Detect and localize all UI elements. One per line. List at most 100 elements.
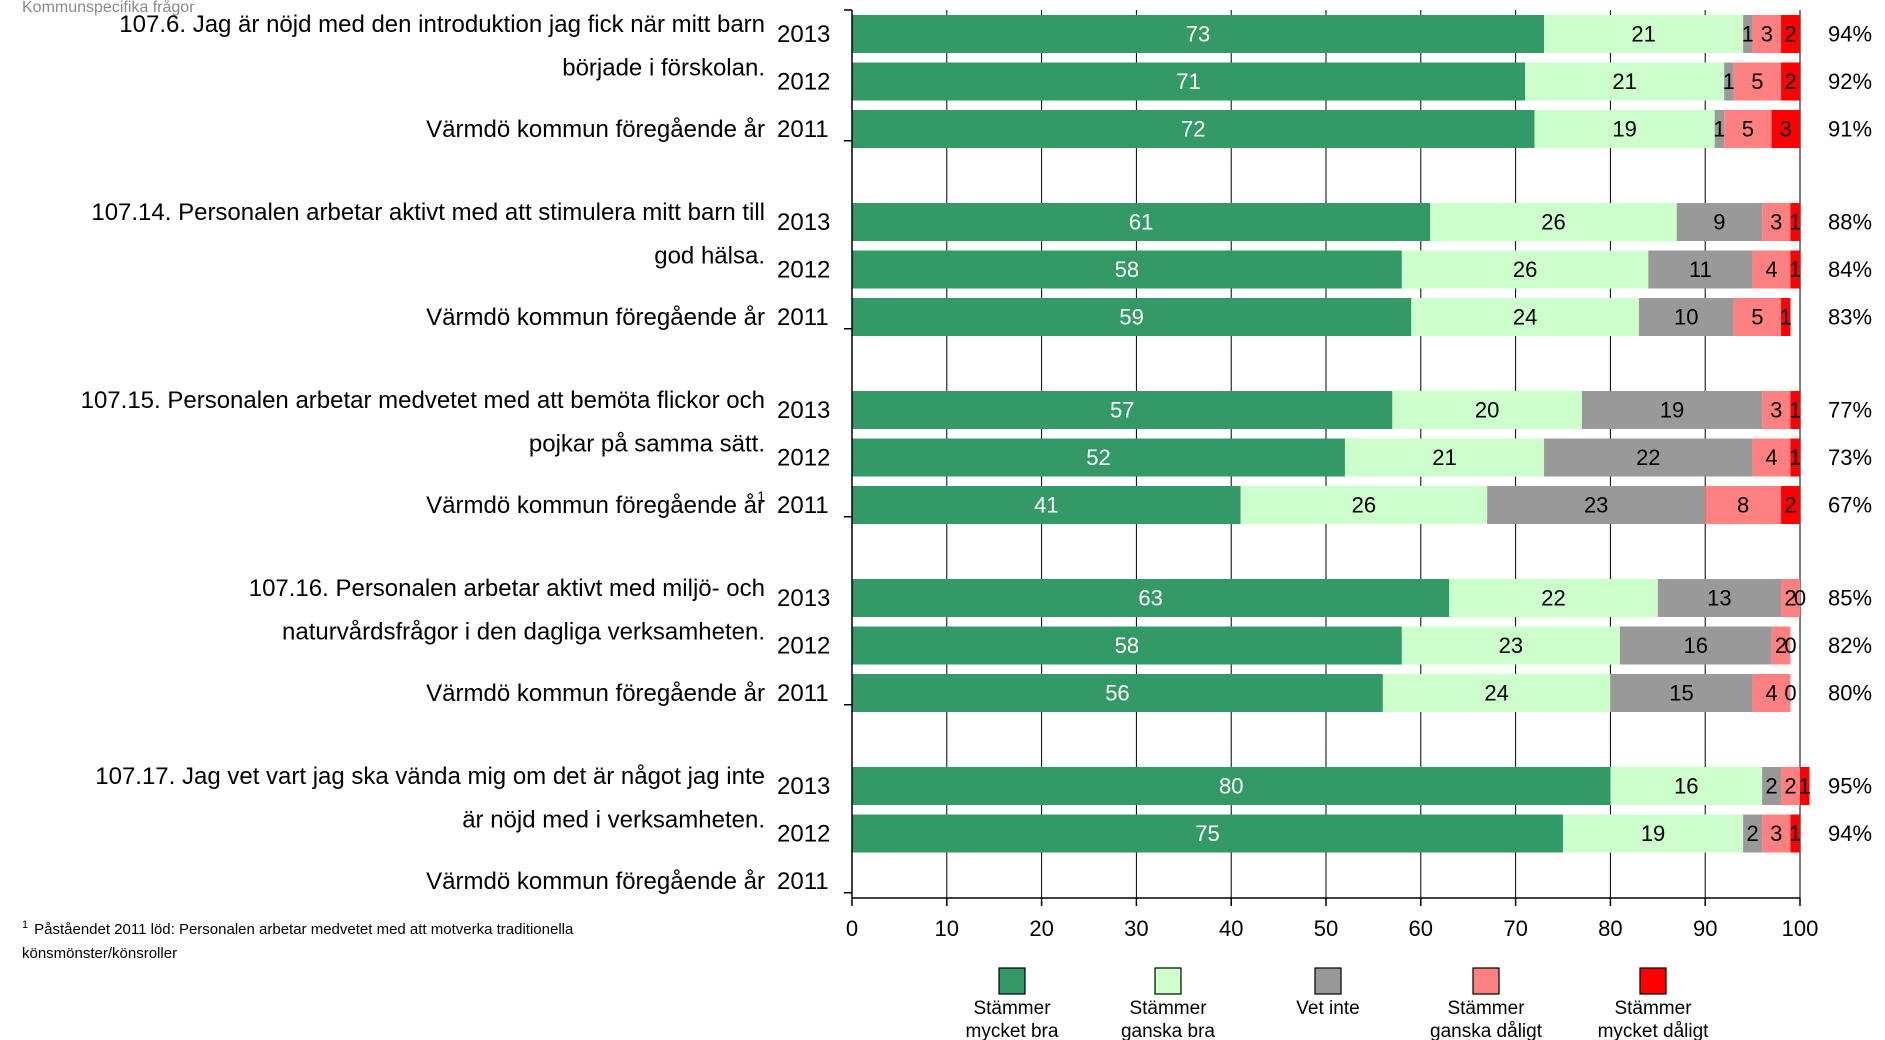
bar-value-label: 75 bbox=[1195, 821, 1219, 846]
bar-value-label: 4 bbox=[1765, 681, 1777, 706]
bar-group: 73 21 1 3 2 94%71 21 1 5 2 92%72 19 1 5 3 91% bbox=[852, 15, 1872, 148]
bar-value-label: 0 bbox=[1784, 681, 1796, 706]
question-label: 107.16. Personalen arbetar aktivt med mi… bbox=[249, 575, 765, 602]
bar-value-label: 2 bbox=[1765, 774, 1777, 799]
bar-value-label: 3 bbox=[1761, 22, 1773, 47]
bar-segment-vet-inte bbox=[1619, 626, 1772, 665]
bar-value-label: 0 bbox=[1784, 633, 1796, 658]
year-label: 2013 bbox=[777, 585, 830, 612]
bar-value-label: 4 bbox=[1765, 445, 1777, 470]
bar-segment-mycket-bra bbox=[852, 674, 1383, 712]
legend-swatch bbox=[1472, 967, 1500, 995]
bar-value-label: 2 bbox=[1746, 821, 1758, 846]
bar-value-label: 1 bbox=[1789, 821, 1801, 846]
bar-segment-ganska-bra bbox=[1401, 250, 1649, 289]
bar-value-label: 8 bbox=[1737, 493, 1749, 518]
bar-value-label: 3 bbox=[1780, 117, 1792, 142]
bar-segment-mycket-daligt bbox=[1790, 438, 1800, 477]
bar-segment-vet-inte bbox=[1724, 62, 1734, 101]
total-percent-label: 73% bbox=[1828, 445, 1872, 470]
total-percent-label: 88% bbox=[1828, 210, 1872, 235]
year-label: 2012 bbox=[777, 633, 830, 660]
legend-label-2: mycket bra bbox=[966, 1021, 1059, 1040]
year-label: 2011 bbox=[777, 868, 829, 895]
legend: Stämmer mycket bra Stämmer ganska bra Vet in… bbox=[966, 967, 1710, 1040]
bar-segment-ganska-bra bbox=[1411, 298, 1639, 336]
bar-segment-ganska-daligt bbox=[1724, 110, 1772, 148]
legend-label-2: mycket dåligt bbox=[1598, 1021, 1710, 1040]
bar-value-label: 3 bbox=[1770, 821, 1782, 846]
bar-segment-mycket-bra bbox=[852, 110, 1535, 148]
bar-segment-vet-inte bbox=[1762, 767, 1782, 805]
x-tick-label: 20 bbox=[1029, 916, 1053, 941]
year-label: 2012 bbox=[777, 257, 830, 284]
bar-value-label: 59 bbox=[1119, 305, 1143, 330]
bar-value-label: 61 bbox=[1129, 210, 1153, 235]
bar-segment-ganska-bra bbox=[1449, 579, 1658, 617]
footnote-line-2: könsmönster/könsroller bbox=[22, 945, 177, 962]
question-label: 107.6. Jag är nöjd med den introduktion … bbox=[119, 11, 765, 38]
x-tick-label: 100 bbox=[1782, 916, 1819, 941]
bar-segment-mycket-bra bbox=[852, 391, 1393, 429]
bar-value-label: 2 bbox=[1784, 774, 1796, 799]
bar-segment-vet-inte bbox=[1743, 814, 1763, 853]
question-group: 2013 107.17. Jag vet vart jag ska vända m… bbox=[95, 763, 830, 895]
question-label: Värmdö kommun föregående år bbox=[426, 868, 765, 895]
question-label: började i förskolan. bbox=[562, 55, 765, 82]
total-percent-label: 67% bbox=[1828, 493, 1872, 518]
bar-segment-ganska-daligt bbox=[1781, 767, 1800, 805]
total-percent-label: 84% bbox=[1828, 257, 1872, 282]
total-percent-label: 82% bbox=[1828, 633, 1872, 658]
bar-value-label: 5 bbox=[1751, 69, 1763, 94]
bar-segment-mycket-daligt bbox=[1781, 62, 1800, 101]
year-label: 2011 bbox=[777, 116, 829, 143]
question-label: pojkar på samma sätt. bbox=[529, 431, 765, 458]
bar-value-label: 1 bbox=[1799, 774, 1811, 799]
total-percent-label: 80% bbox=[1828, 681, 1872, 706]
bar-value-label: 52 bbox=[1086, 445, 1110, 470]
bar-segment-mycket-bra bbox=[852, 203, 1431, 241]
bar-segment-mycket-bra bbox=[852, 250, 1402, 289]
bar-value-label: 26 bbox=[1352, 493, 1376, 518]
question-group: 2013 107.16. Personalen arbetar aktivt me… bbox=[249, 575, 831, 707]
bar-segment-mycket-daligt bbox=[1790, 814, 1800, 853]
row-labels: 2013 107.6. Jag är nöjd med den introdukt… bbox=[81, 11, 831, 895]
bar-segment-mycket-daligt bbox=[1781, 298, 1791, 336]
x-tick-label: 90 bbox=[1693, 916, 1717, 941]
bar-segment-vet-inte bbox=[1544, 438, 1753, 477]
legend-label-2: ganska dåligt bbox=[1430, 1021, 1543, 1040]
bar-value-label: 1 bbox=[1780, 305, 1792, 330]
year-label: 2012 bbox=[777, 69, 830, 96]
question-label: Värmdö kommun föregående år bbox=[426, 492, 765, 519]
legend-swatch bbox=[998, 967, 1026, 995]
bar-value-label: 22 bbox=[1541, 586, 1565, 611]
year-label: 2011 bbox=[777, 304, 829, 331]
total-percent-label: 95% bbox=[1828, 774, 1872, 799]
legend-label: Stämmer bbox=[973, 998, 1051, 1019]
bar-segment-ganska-bra bbox=[1392, 391, 1582, 429]
bar-segment-ganska-bra bbox=[1610, 767, 1763, 805]
legend-label: Stämmer bbox=[1614, 998, 1692, 1019]
bar-group: 57 20 19 3 1 77% 52 21 22 4 1 73% 41 26 23 8 2 67% bbox=[852, 391, 1872, 524]
bar-segment-mycket-daligt bbox=[1790, 391, 1800, 429]
bar-segment-mycket-bra bbox=[852, 298, 1412, 336]
bar-segment-mycket-bra bbox=[852, 486, 1241, 524]
question-label: 107.15. Personalen arbetar medvetet med … bbox=[81, 387, 765, 414]
bar-segment-mycket-daligt bbox=[1771, 110, 1800, 148]
bar-segment-mycket-daligt bbox=[1790, 250, 1800, 289]
bar-segment-ganska-bra bbox=[1344, 438, 1545, 477]
x-tick-label: 30 bbox=[1124, 916, 1148, 941]
bar-value-label: 26 bbox=[1513, 257, 1537, 282]
bar-value-label: 72 bbox=[1181, 117, 1205, 142]
bar-value-label: 19 bbox=[1660, 398, 1684, 423]
footnote-line-1: 1 Påståendet 2011 löd: Personalen arbetar… bbox=[22, 919, 574, 938]
x-tick-label: 60 bbox=[1409, 916, 1433, 941]
legend-label: Stämmer bbox=[1129, 998, 1207, 1019]
question-label: är nöjd med i verksamheten. bbox=[462, 807, 765, 834]
bar-segment-vet-inte bbox=[1581, 391, 1763, 429]
page-header: Kommunspecifika frågor bbox=[22, 0, 195, 16]
year-label: 2012 bbox=[777, 445, 830, 472]
total-percent-label: 83% bbox=[1828, 305, 1872, 330]
question-label: 107.17. Jag vet vart jag ska vända mig o… bbox=[95, 763, 765, 790]
